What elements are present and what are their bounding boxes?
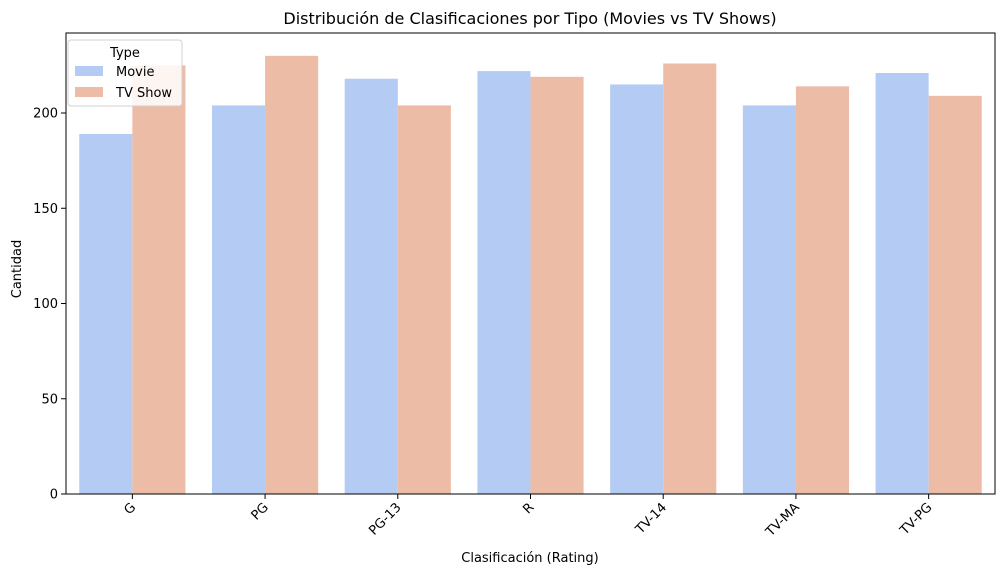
bar-tv-show-tv-pg [928,95,982,494]
bar-movie-g [79,133,133,494]
bar-tv-show-g [132,65,186,494]
y-tick-label-50: 50 [41,392,58,407]
y-tick-label-100: 100 [33,297,58,312]
bar-tv-show-pg-13 [397,105,451,494]
legend-title: Type [109,46,140,61]
legend-label-tv-show: TV Show [115,86,172,101]
bar-tv-show-tv-14 [663,63,717,494]
y-tick-label-200: 200 [33,107,58,122]
x-tick-label-pg: PG [249,500,272,523]
chart-title: Distribución de Clasificaciones por Tipo… [283,9,776,28]
x-tick-label-tv-pg: TV-PG [897,500,936,539]
x-tick-label-pg-13: PG-13 [366,500,404,538]
bar-tv-show-pg [265,55,319,495]
x-tick-label-tv-14: TV-14 [632,500,670,538]
bar-movie-tv-pg [875,73,929,494]
bar-tv-show-tv-ma [795,86,850,495]
y-tick-label-150: 150 [33,202,58,217]
legend: Type Movie TV Show [67,39,183,107]
legend-label-movie: Movie [116,65,154,80]
bar-movie-pg-13 [344,78,398,495]
bar-tv-show-r [530,76,584,494]
bars-layer [79,55,982,495]
x-tick-label-tv-ma: TV-MA [763,500,803,540]
bar-movie-r [477,71,531,494]
y-tick-label-0: 0 [50,488,58,503]
x-tick-label-g: G [121,500,139,518]
y-axis-label: Cantidad [10,240,25,298]
bar-movie-pg [211,105,266,494]
bar-movie-tv-14 [610,84,664,494]
legend-swatch-movie [75,66,103,76]
legend-swatch-tv-show [75,87,103,97]
bar-movie-tv-ma [742,105,796,494]
x-tick-label-r: R [520,500,537,517]
x-axis-label: Clasificación (Rating) [461,551,598,566]
